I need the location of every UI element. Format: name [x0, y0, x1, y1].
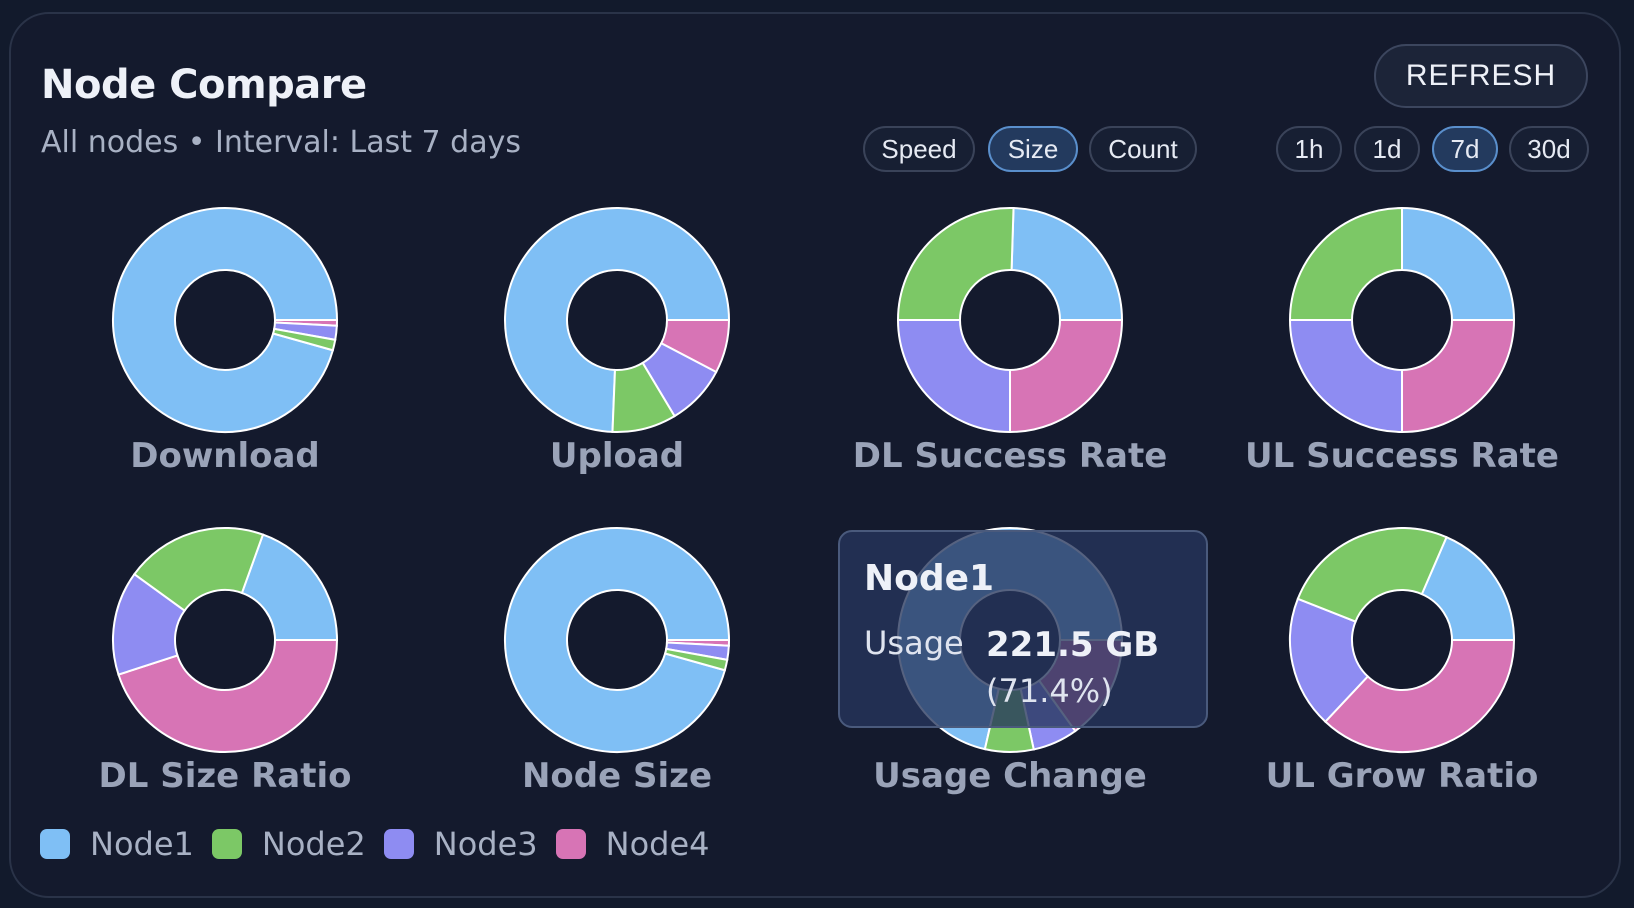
chart-title-dl-success-rate: DL Success Rate — [852, 436, 1168, 476]
legend-swatch — [555, 829, 586, 859]
filter-size[interactable]: Size — [988, 126, 1078, 172]
node-compare-card — [9, 12, 1621, 898]
chart-title-upload: Upload — [549, 436, 685, 476]
chart-title-usage-change: Usage Change — [873, 756, 1147, 796]
donut-chart-ul-grow-ratio[interactable] — [1282, 520, 1522, 760]
filter-count[interactable]: Count — [1089, 126, 1197, 172]
donut-chart-download[interactable] — [105, 200, 345, 440]
slice-node2[interactable] — [1288, 206, 1403, 321]
chart-title-ul-success-rate: UL Success Rate — [1245, 436, 1559, 476]
tooltip-percent: (71.4%) — [986, 672, 1113, 710]
chart-legend: Node1 Node2 Node3 Node4 — [40, 825, 728, 863]
slice-node4[interactable] — [117, 639, 339, 753]
slice-node3[interactable] — [1289, 597, 1370, 724]
legend-swatch — [211, 829, 242, 859]
slice-node2[interactable] — [611, 361, 676, 433]
chart-title-download: Download — [130, 436, 320, 476]
donut-chart-node-size[interactable] — [497, 520, 737, 760]
page-subtitle: All nodes • Interval: Last 7 days — [41, 125, 521, 160]
slice-node2[interactable] — [132, 527, 265, 613]
donut-chart-upload[interactable] — [497, 200, 737, 440]
filter-speed[interactable]: Speed — [863, 126, 975, 172]
slice-node1[interactable] — [504, 527, 731, 753]
legend-swatch — [40, 829, 70, 859]
legend-label: Node4 — [605, 825, 710, 863]
donut-chart-dl-success-rate[interactable] — [890, 200, 1130, 440]
chart-tooltip: Node1 Usage 221.5 GB (71.4%) — [838, 530, 1208, 728]
chart-title-node-size: Node Size — [521, 756, 713, 796]
interval-7d[interactable]: 7d — [1432, 126, 1498, 172]
legend-item-node2[interactable]: Node2 — [211, 825, 366, 863]
slice-node1[interactable] — [1420, 535, 1516, 641]
chart-title-ul-grow-ratio: UL Grow Ratio — [1265, 756, 1539, 796]
slice-node1[interactable] — [1010, 207, 1124, 321]
interval-1h[interactable]: 1h — [1276, 126, 1342, 172]
legend-swatch — [383, 829, 414, 859]
legend-item-node1[interactable]: Node1 — [40, 825, 194, 863]
slice-node4[interactable] — [1323, 639, 1516, 753]
page-title: Node Compare — [41, 62, 367, 108]
slice-node2[interactable] — [271, 327, 337, 352]
slice-node4[interactable] — [1401, 319, 1516, 434]
legend-label: Node2 — [261, 825, 366, 863]
tooltip-title: Node1 — [864, 558, 995, 599]
interval-1d[interactable]: 1d — [1354, 126, 1420, 172]
legend-item-node4[interactable]: Node4 — [555, 825, 710, 863]
legend-label: Node1 — [90, 825, 194, 863]
donut-chart-ul-success-rate[interactable] — [1282, 200, 1522, 440]
slice-node3[interactable] — [1288, 319, 1403, 434]
tooltip-value: 221.5 GB (71.4%) — [986, 622, 1186, 714]
slice-node3[interactable] — [896, 319, 1011, 434]
chart-title-dl-size-ratio: DL Size Ratio — [98, 756, 352, 796]
slice-node2[interactable] — [896, 207, 1015, 321]
legend-item-node3[interactable]: Node3 — [383, 825, 538, 863]
slice-node2[interactable] — [663, 647, 729, 672]
slice-node1[interactable] — [504, 207, 731, 433]
tooltip-value-text: 221.5 GB — [986, 625, 1160, 665]
slice-node1[interactable] — [1401, 206, 1516, 321]
refresh-button[interactable]: REFRESH — [1374, 44, 1588, 108]
slice-node4[interactable] — [1009, 319, 1124, 434]
slice-node1[interactable] — [240, 533, 339, 641]
donut-chart-dl-size-ratio[interactable] — [105, 520, 345, 760]
slice-node2[interactable] — [1296, 527, 1448, 623]
legend-label: Node3 — [433, 825, 538, 863]
tooltip-label: Usage — [864, 624, 964, 662]
slice-node1[interactable] — [112, 207, 339, 433]
interval-30d[interactable]: 30d — [1509, 126, 1589, 172]
